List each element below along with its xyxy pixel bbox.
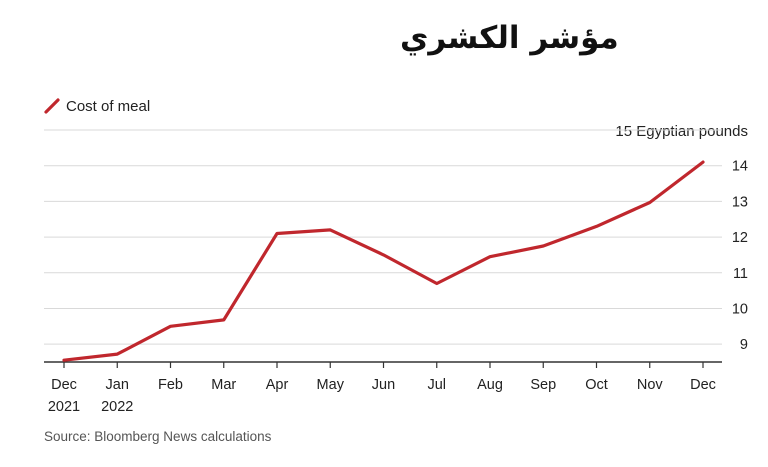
y-tick-labels: 9 10 11 12 13 14	[732, 159, 748, 353]
series-layer	[62, 160, 705, 362]
legend: Cost of meal	[44, 98, 150, 115]
x-tick-label: May	[317, 377, 345, 393]
source-note: Source: Bloomberg News calculations	[44, 429, 272, 444]
y-tick-label: 12	[732, 230, 748, 246]
x-tick-label: Aug	[477, 377, 503, 393]
x-tick-label: Jun	[372, 377, 395, 393]
x-tick-label: Mar	[211, 377, 236, 393]
x-tick-label: Oct	[585, 377, 608, 393]
x-tick-label: Feb	[158, 377, 183, 393]
x-tick-label: Sep	[530, 377, 556, 393]
x-tick-label: Jul	[427, 377, 446, 393]
unit-label: 15 Egyptian pounds	[615, 123, 748, 140]
legend-label: Cost of meal	[66, 98, 150, 115]
x-tick-label: Jan	[106, 377, 129, 393]
x-axis: Dec 2021 Jan 2022 Feb Mar Apr May Jun Jul Aug Sep Oc…	[44, 361, 722, 415]
x-tick-label: Nov	[637, 377, 664, 393]
x-tick-year-label: 2021	[48, 399, 80, 415]
legend-swatch	[44, 98, 60, 114]
y-tick-label: 9	[740, 337, 748, 353]
x-tick-label: Dec	[690, 377, 716, 393]
x-tick-label: Dec	[51, 377, 77, 393]
x-tick-label: Apr	[266, 377, 289, 393]
y-tick-label: 11	[733, 266, 748, 282]
y-tick-label: 13	[732, 194, 748, 210]
y-tick-label: 10	[732, 301, 748, 317]
y-tick-label: 14	[732, 159, 748, 175]
series-line	[62, 160, 705, 362]
chart-title: مؤشر الكشري	[400, 20, 619, 56]
x-tick-year-label: 2022	[101, 399, 133, 415]
gridlines	[44, 129, 722, 345]
